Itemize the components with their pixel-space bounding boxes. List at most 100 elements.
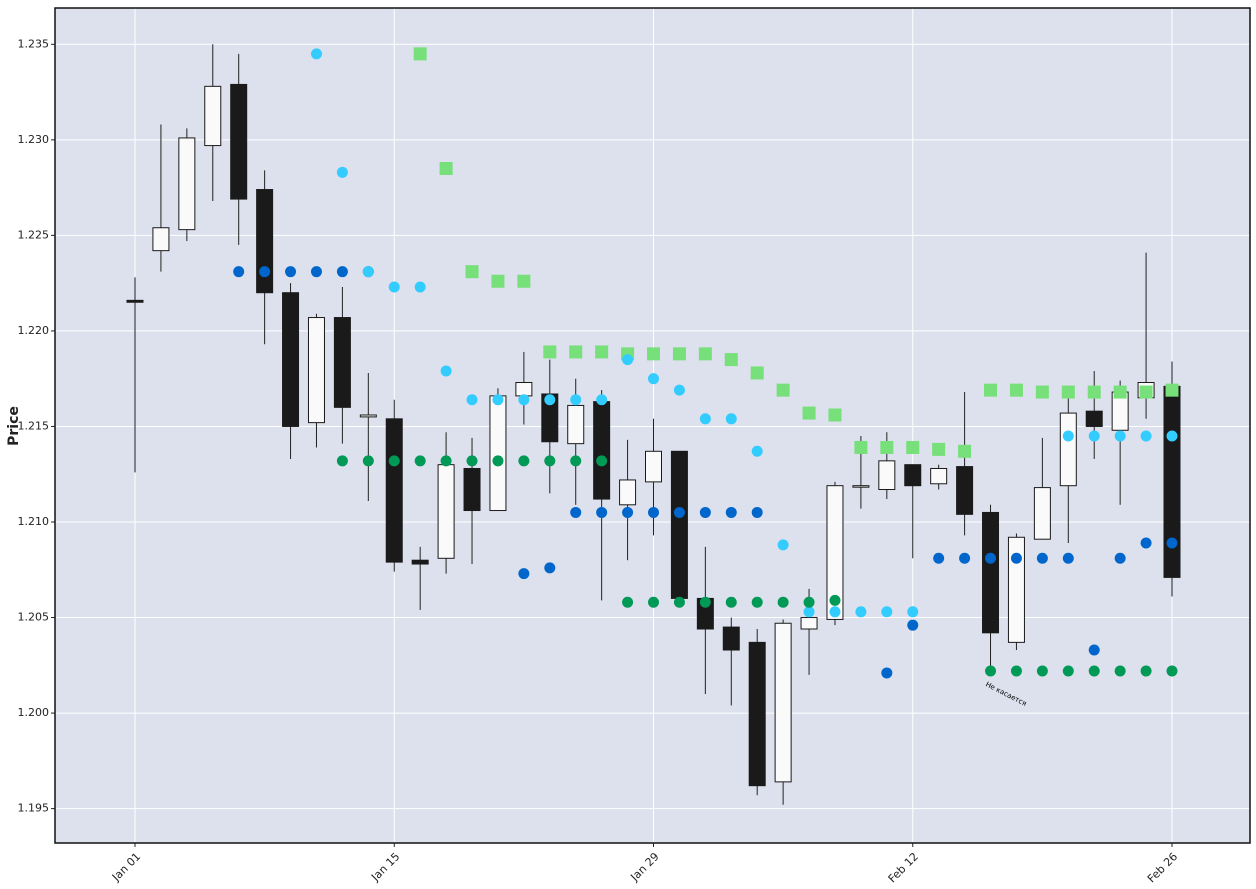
y-tick-label: 1.195 — [18, 802, 50, 815]
dot-marker — [881, 606, 893, 618]
dot-marker — [622, 596, 634, 608]
dot-marker — [777, 539, 789, 551]
candle-body — [670, 450, 688, 599]
candle-body — [333, 317, 351, 408]
y-tick-label: 1.215 — [18, 419, 50, 432]
square-marker — [932, 442, 946, 456]
candle-body — [230, 83, 248, 200]
y-tick-label: 1.210 — [18, 515, 50, 528]
x-tick-label: Feb 26 — [1145, 850, 1180, 885]
dot-marker — [362, 455, 374, 467]
candle-body — [307, 317, 325, 424]
candle-body — [515, 382, 533, 397]
dot-marker — [466, 394, 478, 406]
candle-body — [852, 485, 870, 488]
square-marker — [543, 345, 557, 359]
candle-body — [904, 464, 922, 487]
dot-marker — [440, 455, 452, 467]
dot-marker — [725, 596, 737, 608]
square-marker — [1061, 385, 1075, 399]
dot-marker — [336, 166, 348, 178]
square-marker — [647, 347, 660, 361]
square-marker — [517, 274, 531, 288]
candle-body — [593, 401, 611, 500]
candle-body — [1007, 536, 1025, 643]
candle-body — [359, 414, 377, 418]
square-marker — [776, 383, 790, 397]
square-marker — [439, 162, 453, 176]
dot-marker — [466, 455, 478, 467]
dot-marker — [648, 596, 659, 608]
square-marker — [984, 383, 998, 397]
plot-area — [55, 8, 1250, 843]
dot-marker — [881, 667, 893, 679]
dot-marker — [907, 619, 919, 631]
dot-marker — [985, 552, 997, 564]
candle-body — [930, 467, 948, 485]
y-tick-label: 1.220 — [18, 324, 50, 337]
dot-marker — [492, 455, 504, 467]
candle-body — [1059, 412, 1077, 487]
dot-marker — [622, 354, 634, 366]
square-marker — [465, 265, 479, 279]
dot-marker — [1062, 665, 1074, 677]
dot-marker — [518, 568, 530, 580]
dot-marker — [388, 281, 400, 293]
candle-body — [1085, 410, 1103, 427]
dot-marker — [596, 455, 608, 467]
dot-marker — [233, 266, 245, 278]
square-marker — [828, 408, 842, 422]
dot-marker — [1166, 537, 1178, 549]
y-tick-label: 1.230 — [18, 133, 50, 146]
dot-marker — [570, 394, 582, 406]
candle-body — [463, 467, 481, 512]
square-marker — [1113, 385, 1127, 399]
dot-marker — [414, 281, 426, 293]
candle-body — [1163, 385, 1181, 578]
candle-body — [567, 404, 585, 445]
dot-marker — [648, 373, 659, 385]
dot-marker — [673, 384, 685, 396]
square-marker — [1087, 385, 1101, 399]
candle-body — [437, 464, 455, 559]
dot-marker — [1140, 430, 1152, 442]
dot-marker — [310, 266, 322, 278]
dot-marker — [388, 455, 400, 467]
candle-body — [722, 626, 740, 651]
dot-marker — [959, 552, 971, 564]
candle-body — [956, 466, 974, 515]
dot-marker — [699, 596, 711, 608]
candle-body — [774, 622, 792, 783]
square-marker — [1139, 385, 1153, 399]
square-marker — [491, 274, 505, 288]
candle-body — [282, 292, 300, 427]
dot-marker — [570, 455, 582, 467]
square-marker — [906, 440, 920, 454]
square-marker — [854, 440, 868, 454]
dot-marker — [310, 48, 322, 60]
square-marker — [1165, 383, 1179, 397]
dot-marker — [259, 266, 271, 278]
dot-marker — [1010, 665, 1022, 677]
dot-marker — [544, 562, 556, 574]
square-marker — [569, 345, 583, 359]
dot-marker — [1140, 665, 1152, 677]
dot-marker — [751, 506, 763, 518]
dot-marker — [1010, 552, 1022, 564]
dot-marker — [492, 394, 504, 406]
dot-marker — [362, 266, 374, 278]
candle-body — [748, 641, 766, 787]
dot-marker — [777, 596, 789, 608]
candle-body — [826, 485, 844, 620]
dot-marker — [1114, 430, 1126, 442]
dot-marker — [725, 413, 737, 425]
x-tick-label: Jan 01 — [109, 850, 143, 884]
dot-marker — [1088, 430, 1100, 442]
candle-body — [178, 137, 196, 231]
square-marker — [802, 406, 816, 420]
dot-marker — [1062, 552, 1074, 564]
candle-body — [645, 450, 662, 483]
dot-marker — [1088, 644, 1100, 656]
dot-marker — [336, 266, 348, 278]
